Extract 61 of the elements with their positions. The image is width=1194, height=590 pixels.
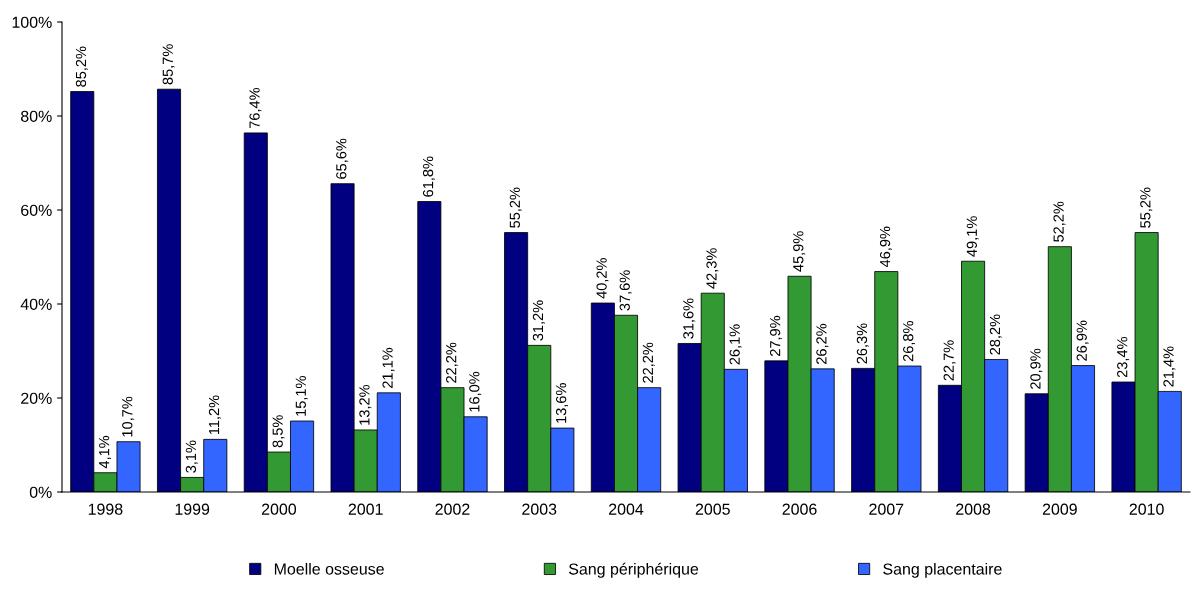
data-label: 22,2% — [446, 342, 459, 383]
x-tick-label: 2002 — [435, 503, 470, 515]
data-label: 26,1% — [729, 324, 742, 365]
data-label: 42,3% — [706, 248, 719, 289]
x-tick-label: 2003 — [522, 503, 557, 515]
data-label: 16,0% — [469, 371, 482, 412]
data-label: 40,2% — [596, 258, 609, 299]
data-label: 26,2% — [816, 323, 829, 364]
data-label: 31,6% — [683, 298, 696, 339]
data-label: 22,7% — [943, 340, 956, 381]
legend-label: Moelle osseuse — [274, 562, 384, 575]
data-label: 85,7% — [162, 44, 175, 85]
data-label: 15,1% — [295, 376, 308, 416]
data-label: 26,8% — [903, 321, 916, 362]
x-tick-label: 2007 — [869, 503, 904, 515]
data-label: 3,1% — [185, 440, 198, 473]
y-tick-label: 20% — [21, 392, 52, 404]
data-label: 21,1% — [382, 347, 395, 388]
x-tick-label: 2010 — [1129, 503, 1164, 515]
data-label: 8,5% — [272, 415, 285, 448]
data-label: 46,9% — [879, 226, 892, 268]
data-label: 76,4% — [249, 87, 262, 129]
x-tick-label: 1999 — [175, 503, 210, 515]
data-label: 13,2% — [359, 384, 372, 425]
y-tick-label: 60% — [21, 204, 52, 216]
data-label: 13,6% — [555, 383, 569, 423]
x-tick-label: 2001 — [348, 503, 383, 515]
data-label: 21,4% — [1163, 346, 1176, 387]
data-label: 61,8% — [422, 156, 435, 197]
data-label: 52,2% — [1053, 201, 1066, 242]
data-label: 49,1% — [966, 216, 979, 257]
data-label: 23,4% — [1117, 337, 1130, 378]
data-label: 45,9% — [793, 231, 806, 272]
x-tick-label: 2004 — [609, 503, 644, 515]
data-label: 4,1% — [99, 435, 112, 469]
data-label: 65,6% — [336, 138, 349, 179]
x-tick-label: 2008 — [956, 503, 991, 515]
data-label: 55,2% — [509, 187, 522, 228]
y-tick-label: 0% — [29, 486, 52, 498]
data-label: 10,7% — [122, 396, 135, 437]
data-label: 11,2% — [208, 395, 221, 435]
data-label: 55,2% — [1140, 187, 1153, 228]
x-tick-label: 2005 — [695, 503, 730, 515]
x-tick-label: 2009 — [1042, 503, 1077, 515]
data-label: 85,2% — [75, 46, 88, 87]
x-tick-label: 2006 — [782, 503, 817, 515]
data-label: 26,9% — [1076, 320, 1089, 361]
y-tick-label: 40% — [20, 298, 52, 310]
legend-label: Sang placentaire — [883, 562, 1002, 578]
x-tick-label: 2000 — [261, 503, 297, 515]
data-label: 22,2% — [642, 342, 655, 383]
data-label: 26,3% — [856, 323, 869, 364]
y-tick-label: 100% — [12, 16, 52, 28]
x-tick-label: 1998 — [88, 503, 123, 515]
legend-label: Sang périphérique — [568, 562, 699, 578]
data-label: 28,2% — [989, 314, 1002, 355]
data-label: 27,9% — [769, 315, 783, 356]
data-label: 37,6% — [619, 270, 632, 311]
data-label: 20,9% — [1030, 348, 1043, 389]
data-label: 31,2% — [532, 300, 545, 341]
y-tick-label: 80% — [21, 110, 52, 122]
